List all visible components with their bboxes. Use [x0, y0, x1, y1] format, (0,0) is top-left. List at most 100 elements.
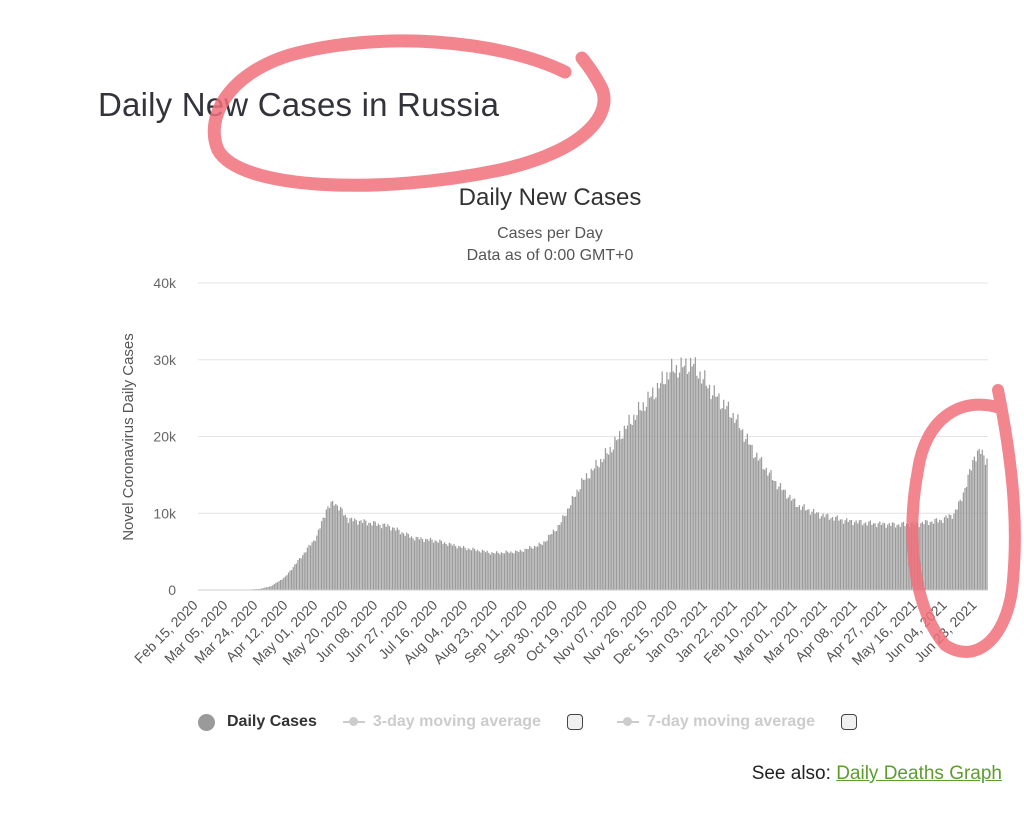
daily-cases-bar[interactable]: [391, 527, 394, 590]
daily-cases-bar[interactable]: [871, 525, 873, 590]
daily-cases-bar[interactable]: [633, 414, 635, 590]
daily-cases-bar[interactable]: [262, 588, 264, 590]
daily-cases-bar[interactable]: [696, 375, 698, 590]
daily-cases-bar[interactable]: [410, 536, 413, 590]
daily-cases-bar[interactable]: [906, 523, 908, 590]
daily-cases-bar[interactable]: [647, 391, 649, 590]
daily-cases-bar[interactable]: [742, 429, 744, 590]
daily-cases-bar[interactable]: [639, 409, 641, 590]
daily-cases-bar[interactable]: [669, 372, 671, 590]
daily-cases-bar[interactable]: [439, 539, 441, 590]
daily-cases-bar[interactable]: [478, 551, 480, 590]
daily-cases-bar[interactable]: [412, 538, 414, 590]
daily-cases-bar[interactable]: [839, 519, 842, 590]
daily-cases-bar[interactable]: [399, 534, 402, 590]
daily-cases-bar[interactable]: [666, 372, 668, 590]
legend-item-7day-average[interactable]: 7-day moving average: [616, 713, 865, 731]
daily-cases-bar[interactable]: [421, 539, 424, 590]
daily-cases-bar[interactable]: [557, 525, 559, 590]
daily-cases-bar[interactable]: [524, 548, 526, 590]
daily-cases-bar[interactable]: [595, 459, 597, 590]
daily-cases-bar[interactable]: [330, 501, 332, 590]
daily-cases-bar[interactable]: [614, 436, 616, 590]
daily-cases-bar[interactable]: [447, 545, 449, 590]
daily-cases-bar[interactable]: [795, 506, 797, 590]
daily-cases-bar[interactable]: [811, 511, 813, 590]
daily-cases-bar[interactable]: [689, 358, 692, 590]
daily-cases-bar[interactable]: [902, 521, 905, 590]
daily-cases-bar[interactable]: [868, 521, 870, 590]
daily-cases-bar[interactable]: [885, 527, 887, 590]
daily-cases-bar[interactable]: [801, 506, 804, 590]
daily-cases-bar[interactable]: [379, 525, 381, 590]
daily-cases-bar[interactable]: [494, 553, 496, 590]
daily-cases-bar[interactable]: [358, 520, 361, 590]
daily-cases-bar[interactable]: [615, 440, 618, 590]
daily-cases-bar[interactable]: [887, 524, 889, 590]
daily-cases-bar[interactable]: [554, 531, 556, 590]
daily-cases-bar[interactable]: [759, 458, 761, 590]
daily-cases-bar[interactable]: [850, 520, 853, 590]
daily-cases-bar[interactable]: [631, 425, 633, 590]
daily-cases-bar[interactable]: [461, 548, 463, 590]
daily-cases-bar[interactable]: [584, 479, 586, 590]
daily-cases-bar[interactable]: [319, 528, 321, 590]
daily-cases-bar[interactable]: [827, 513, 829, 590]
daily-cases-bar[interactable]: [956, 509, 958, 590]
daily-cases-bar[interactable]: [803, 504, 805, 590]
daily-cases-bar[interactable]: [281, 579, 283, 590]
daily-cases-bar[interactable]: [298, 558, 301, 590]
daily-cases-bar[interactable]: [395, 530, 397, 590]
daily-cases-bar[interactable]: [272, 585, 274, 590]
daily-cases-bar[interactable]: [776, 489, 778, 590]
daily-cases-bar[interactable]: [934, 518, 936, 590]
daily-cases-bar[interactable]: [648, 397, 651, 590]
daily-cases-bar[interactable]: [904, 526, 906, 590]
daily-cases-bar[interactable]: [770, 470, 772, 590]
daily-cases-bar[interactable]: [500, 552, 502, 590]
daily-cases-bar[interactable]: [284, 576, 286, 590]
daily-cases-bar[interactable]: [295, 563, 297, 590]
daily-cases-bar[interactable]: [385, 526, 387, 590]
daily-cases-bar[interactable]: [436, 541, 438, 590]
daily-cases-bar[interactable]: [879, 521, 881, 590]
daily-cases-bar[interactable]: [954, 509, 957, 590]
daily-cases-bar[interactable]: [548, 534, 550, 590]
daily-cases-bar[interactable]: [612, 449, 614, 590]
daily-cases-bar[interactable]: [437, 542, 439, 590]
daily-cases-bar[interactable]: [953, 513, 955, 590]
daily-cases-bar[interactable]: [965, 486, 968, 590]
daily-cases-bar[interactable]: [623, 425, 625, 590]
daily-cases-bar[interactable]: [841, 519, 843, 590]
daily-cases-bar[interactable]: [598, 467, 600, 590]
daily-cases-bar[interactable]: [672, 371, 674, 590]
daily-cases-bar[interactable]: [789, 494, 791, 590]
daily-cases-bar[interactable]: [566, 508, 569, 590]
daily-cases-bar[interactable]: [287, 572, 290, 590]
daily-cases-bar[interactable]: [962, 492, 964, 590]
daily-cases-bar[interactable]: [442, 543, 444, 590]
daily-cases-bar[interactable]: [626, 425, 629, 590]
daily-cases-bar[interactable]: [483, 550, 485, 590]
daily-cases-bar[interactable]: [565, 515, 567, 590]
daily-cases-bar[interactable]: [502, 553, 504, 590]
daily-cases-bar[interactable]: [787, 497, 789, 590]
daily-cases-bar[interactable]: [765, 467, 767, 590]
daily-cases-bar[interactable]: [592, 470, 594, 590]
daily-cases-bar[interactable]: [931, 521, 933, 590]
daily-cases-bar[interactable]: [686, 373, 689, 590]
daily-cases-bar[interactable]: [589, 478, 591, 590]
daily-cases-bar[interactable]: [503, 553, 506, 590]
daily-cases-bar[interactable]: [970, 470, 972, 590]
daily-cases-bar[interactable]: [264, 587, 266, 590]
daily-cases-bar[interactable]: [377, 523, 379, 590]
daily-cases-bar[interactable]: [828, 519, 830, 590]
daily-cases-bar[interactable]: [581, 478, 583, 590]
daily-cases-bar[interactable]: [959, 499, 961, 590]
daily-cases-bar[interactable]: [721, 408, 723, 590]
daily-cases-bar[interactable]: [822, 513, 824, 590]
daily-cases-bar[interactable]: [563, 516, 566, 590]
daily-cases-bar[interactable]: [749, 444, 752, 590]
daily-cases-bar[interactable]: [937, 522, 939, 590]
daily-cases-bar[interactable]: [943, 517, 946, 590]
